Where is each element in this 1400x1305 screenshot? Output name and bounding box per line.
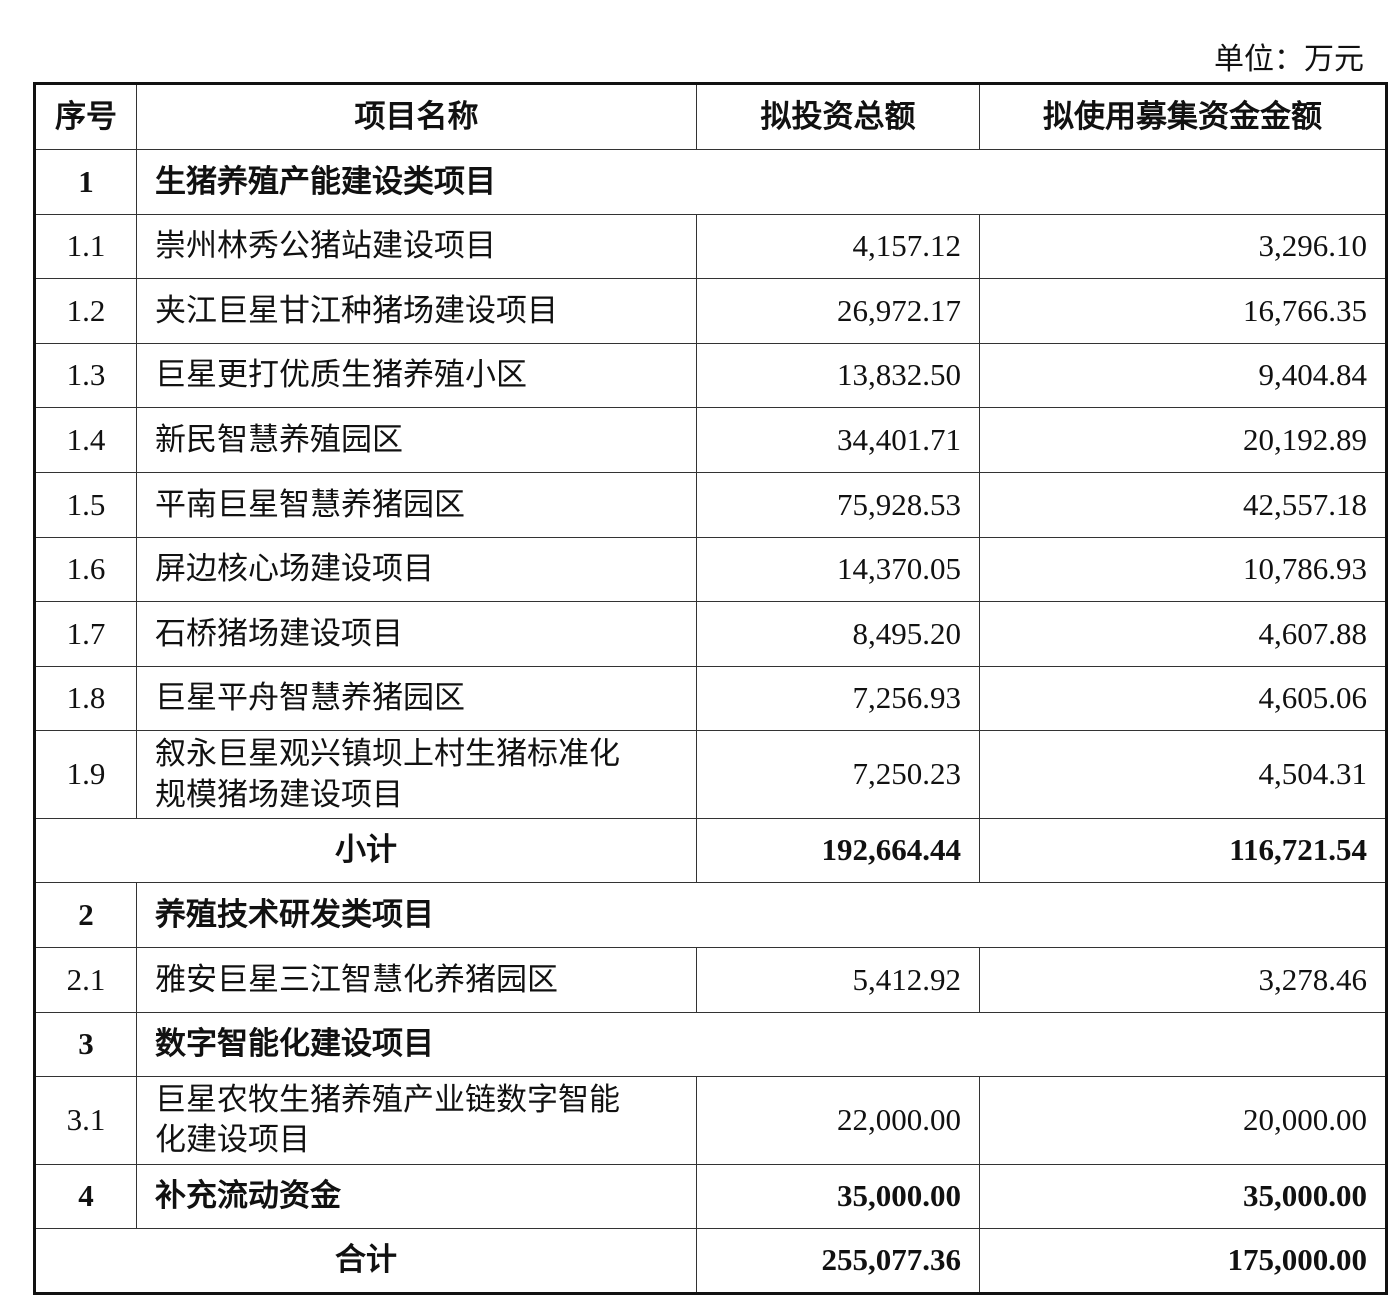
row-id: 1.5 xyxy=(34,471,137,538)
table-row: 小计 192,664.44 116,721.54 xyxy=(34,817,1387,884)
row-id: 1.7 xyxy=(34,601,137,667)
raised-funds-amount: 3,278.46 xyxy=(979,947,1387,1013)
raised-funds-amount: 42,557.18 xyxy=(979,471,1387,538)
project-name: 平南巨星智慧养猪园区 xyxy=(136,471,697,538)
table-header: 序号 项目名称 拟投资总额 拟使用募集资金金额 xyxy=(34,83,1387,150)
investment-amount: 75,928.53 xyxy=(696,471,980,538)
project-name: 夹江巨星甘江种猪场建设项目 xyxy=(136,278,697,344)
project-name: 崇州林秀公猪站建设项目 xyxy=(136,213,697,280)
investment-amount: 7,250.23 xyxy=(696,730,980,819)
section-name: 生猪养殖产能建设类项目 xyxy=(136,149,1387,215)
row-id: 2 xyxy=(34,882,137,949)
section-name: 数字智能化建设项目 xyxy=(136,1011,1387,1078)
table-row: 1.8 巨星平舟智慧养猪园区 7,256.93 4,605.06 xyxy=(34,665,1387,732)
section-name: 养殖技术研发类项目 xyxy=(136,882,1387,949)
investment-amount: 34,401.71 xyxy=(696,407,980,473)
raised-funds-amount: 4,605.06 xyxy=(979,665,1387,732)
row-id: 3 xyxy=(34,1011,137,1078)
header-row: 序号 项目名称 拟投资总额 拟使用募集资金金额 xyxy=(34,83,1387,150)
table-row: 3.1 巨星农牧生猪养殖产业链数字智能化建设项目 22,000.00 20,000.0… xyxy=(34,1076,1387,1165)
investment-amount: 22,000.00 xyxy=(696,1076,980,1165)
table-row: 3 数字智能化建设项目 xyxy=(34,1011,1387,1078)
total-label: 合计 xyxy=(34,1228,697,1294)
total-investment: 255,077.36 xyxy=(696,1228,980,1294)
table-row: 1 生猪养殖产能建设类项目 xyxy=(34,149,1387,215)
investment-amount: 4,157.12 xyxy=(696,213,980,280)
header-cell: 拟使用募集资金金额 xyxy=(979,83,1387,150)
row-id: 4 xyxy=(34,1163,137,1230)
row-id: 1.3 xyxy=(34,342,137,409)
raised-funds-amount: 20,192.89 xyxy=(979,407,1387,473)
raised-funds-amount: 20,000.00 xyxy=(979,1076,1387,1165)
table-row: 4 补充流动资金 35,000.00 35,000.00 xyxy=(34,1163,1387,1230)
project-name: 雅安巨星三江智慧化养猪园区 xyxy=(136,947,697,1013)
row-id: 3.1 xyxy=(34,1076,137,1165)
table-body: 1 生猪养殖产能建设类项目 1.1 崇州林秀公猪站建设项目 4,157.12 3,296.… xyxy=(34,149,1387,1294)
project-name: 叙永巨星观兴镇坝上村生猪标准化规模猪场建设项目 xyxy=(136,730,697,819)
header-cell: 拟投资总额 xyxy=(696,83,980,150)
raised-funds-amount: 4,607.88 xyxy=(979,601,1387,667)
project-name: 石桥猪场建设项目 xyxy=(136,601,697,667)
table-row: 1.9 叙永巨星观兴镇坝上村生猪标准化规模猪场建设项目 7,250.23 4,504.… xyxy=(34,730,1387,819)
raised-funds-amount: 35,000.00 xyxy=(979,1163,1387,1230)
header-cell: 项目名称 xyxy=(136,83,697,150)
project-name: 新民智慧养殖园区 xyxy=(136,407,697,473)
raised-funds-amount: 10,786.93 xyxy=(979,536,1387,603)
raised-funds-amount: 3,296.10 xyxy=(979,213,1387,280)
investment-amount: 8,495.20 xyxy=(696,601,980,667)
row-id: 1 xyxy=(34,149,137,215)
row-id: 1.9 xyxy=(34,730,137,819)
investment-amount: 5,412.92 xyxy=(696,947,980,1013)
header-cell: 序号 xyxy=(34,83,137,150)
project-name: 巨星农牧生猪养殖产业链数字智能化建设项目 xyxy=(136,1076,697,1165)
table-row: 1.2 夹江巨星甘江种猪场建设项目 26,972.17 16,766.35 xyxy=(34,278,1387,344)
total-investment: 192,664.44 xyxy=(696,817,980,884)
raised-funds-amount: 9,404.84 xyxy=(979,342,1387,409)
investment-amount: 14,370.05 xyxy=(696,536,980,603)
investment-table: 序号 项目名称 拟投资总额 拟使用募集资金金额 1 生猪养殖产能建设类项目 1.1 崇州林秀… xyxy=(33,82,1388,1295)
table-row: 合计 255,077.36 175,000.00 xyxy=(34,1228,1387,1294)
raised-funds-amount: 16,766.35 xyxy=(979,278,1387,344)
raised-funds-amount: 4,504.31 xyxy=(979,730,1387,819)
unit-note: 单位：万元 xyxy=(1214,43,1364,76)
investment-amount: 26,972.17 xyxy=(696,278,980,344)
table-row: 1.5 平南巨星智慧养猪园区 75,928.53 42,557.18 xyxy=(34,471,1387,538)
row-id: 1.8 xyxy=(34,665,137,732)
project-name: 屏边核心场建设项目 xyxy=(136,536,697,603)
row-id: 2.1 xyxy=(34,947,137,1013)
investment-amount: 7,256.93 xyxy=(696,665,980,732)
table-row: 1.6 屏边核心场建设项目 14,370.05 10,786.93 xyxy=(34,536,1387,603)
project-name: 巨星平舟智慧养猪园区 xyxy=(136,665,697,732)
project-name: 补充流动资金 xyxy=(136,1163,697,1230)
total-raised-funds: 175,000.00 xyxy=(979,1228,1387,1294)
table-row: 2 养殖技术研发类项目 xyxy=(34,882,1387,949)
table-row: 2.1 雅安巨星三江智慧化养猪园区 5,412.92 3,278.46 xyxy=(34,947,1387,1013)
total-label: 小计 xyxy=(34,817,697,884)
project-name: 巨星更打优质生猪养殖小区 xyxy=(136,342,697,409)
table-row: 1.7 石桥猪场建设项目 8,495.20 4,607.88 xyxy=(34,601,1387,667)
row-id: 1.6 xyxy=(34,536,137,603)
table-row: 1.1 崇州林秀公猪站建设项目 4,157.12 3,296.10 xyxy=(34,213,1387,280)
investment-amount: 35,000.00 xyxy=(696,1163,980,1230)
row-id: 1.1 xyxy=(34,213,137,280)
row-id: 1.2 xyxy=(34,278,137,344)
row-id: 1.4 xyxy=(34,407,137,473)
table-row: 1.4 新民智慧养殖园区 34,401.71 20,192.89 xyxy=(34,407,1387,473)
total-raised-funds: 116,721.54 xyxy=(979,817,1387,884)
investment-amount: 13,832.50 xyxy=(696,342,980,409)
table-row: 1.3 巨星更打优质生猪养殖小区 13,832.50 9,404.84 xyxy=(34,342,1387,409)
